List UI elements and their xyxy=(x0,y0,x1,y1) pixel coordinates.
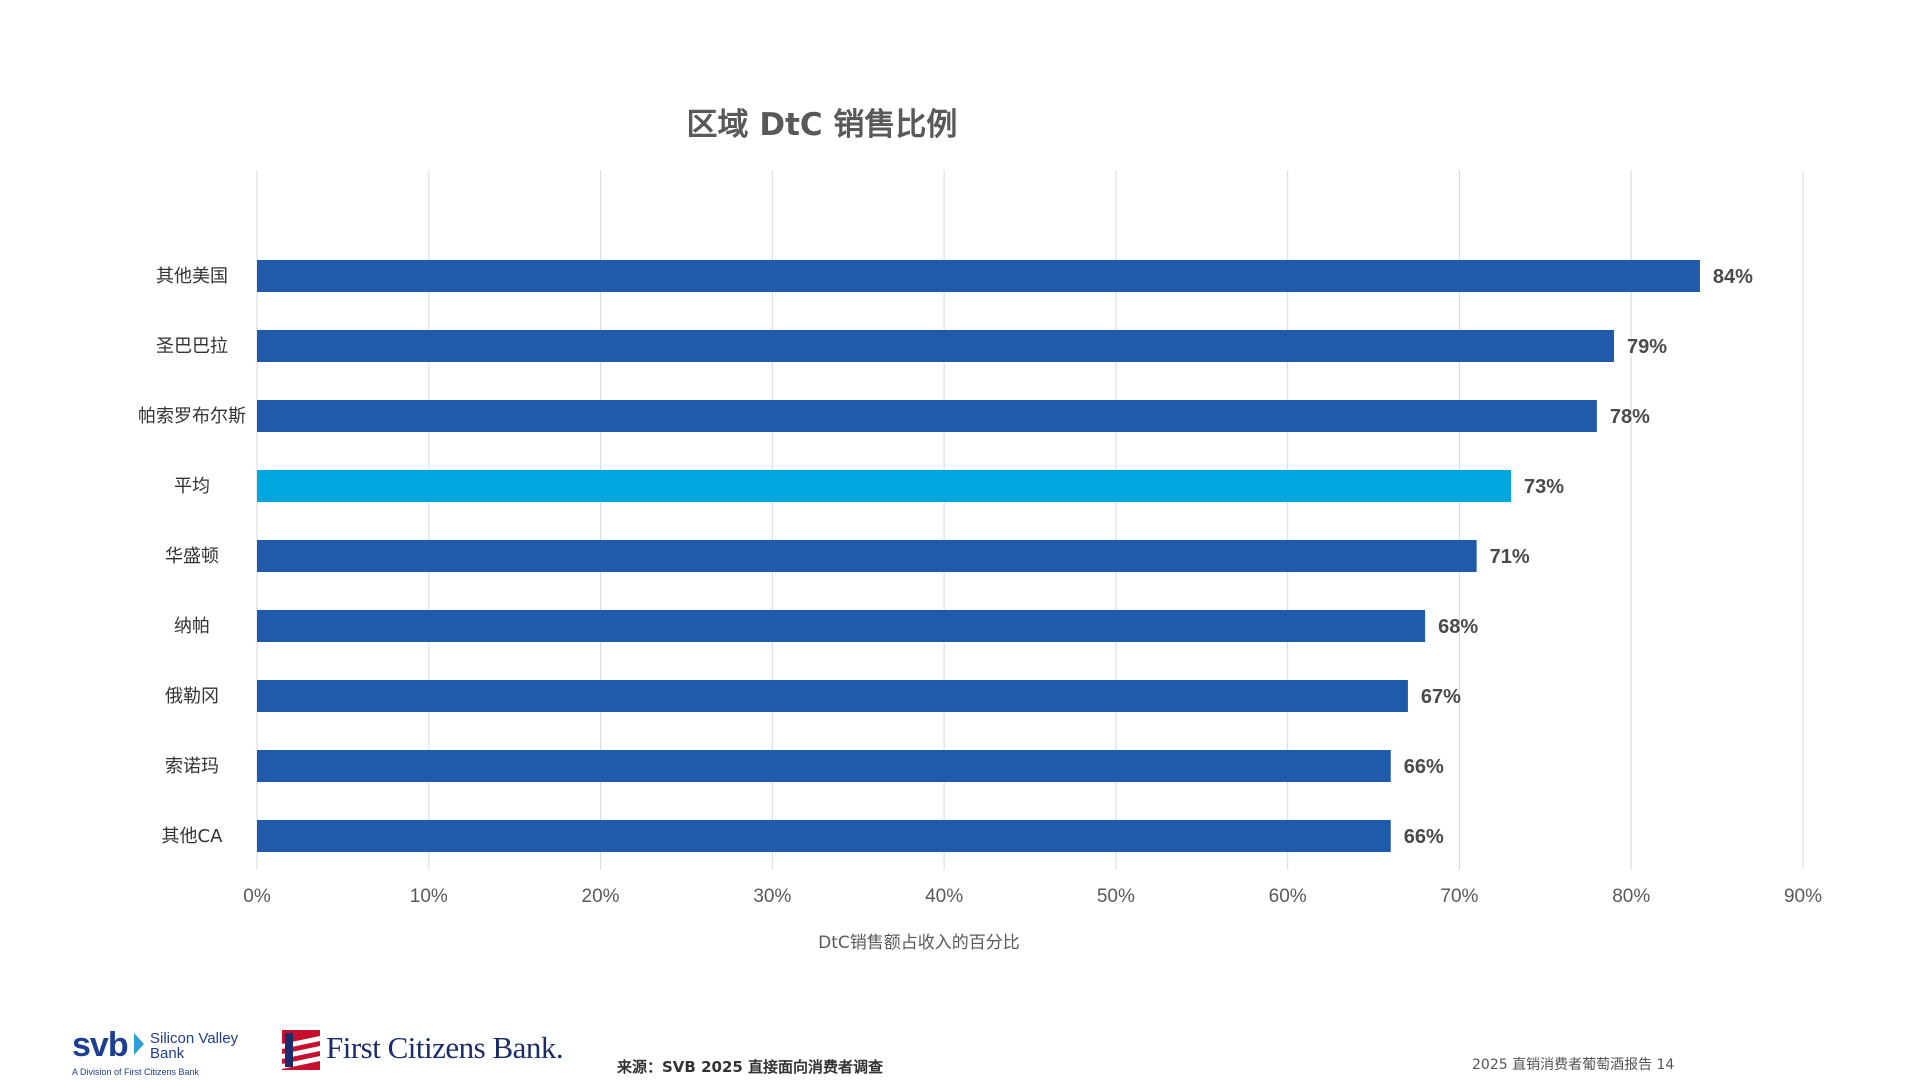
first-citizens-wordmark: First Citizens Bank. xyxy=(326,1030,564,1065)
x-tick-label: 0% xyxy=(243,886,271,907)
bar xyxy=(257,470,1511,502)
x-tick-label: 70% xyxy=(1440,886,1478,907)
category-label: 圣巴巴拉 xyxy=(156,336,228,357)
regional-dtc-bar-chart: 区域 DtC 销售比例 0% 10% 20% 30% 40% 50% 60% 70% 80% 90… xyxy=(138,107,1822,953)
bar xyxy=(257,260,1700,292)
bar xyxy=(257,540,1477,572)
x-tick-label: 40% xyxy=(925,886,963,907)
first-citizens-flag-icon xyxy=(282,1030,320,1070)
category-label: 平均 xyxy=(174,476,210,497)
chart-title: 区域 DtC 销售比例 xyxy=(687,107,958,143)
bar xyxy=(257,680,1408,712)
x-tick-label: 30% xyxy=(753,886,791,907)
value-label: 68% xyxy=(1438,616,1478,638)
value-label: 78% xyxy=(1610,406,1650,428)
category-label: 帕索罗布尔斯 xyxy=(138,406,246,427)
bar xyxy=(257,400,1597,432)
first-citizens-logo: First Citizens Bank. xyxy=(282,1027,582,1075)
x-tick-label: 90% xyxy=(1784,886,1822,907)
value-label: 66% xyxy=(1404,756,1444,778)
category-label: 其他CA xyxy=(162,826,224,847)
svb-wordmark: svb xyxy=(72,1026,129,1064)
labels: 0% 10% 20% 30% 40% 50% 60% 70% 80% 90% 其他美国 84% 圣巴巴拉… xyxy=(138,266,1822,907)
bar xyxy=(257,330,1615,362)
x-tick-label: 20% xyxy=(582,886,620,907)
svb-chevron-icon xyxy=(134,1033,144,1055)
value-label: 67% xyxy=(1421,686,1461,708)
svb-logo: svb Silicon Valley Bank A Division of Fi… xyxy=(72,1025,247,1080)
category-label: 俄勒冈 xyxy=(165,686,219,707)
category-label: 其他美国 xyxy=(156,266,228,287)
page-footer-note: 2025 直销消费者葡萄酒报告 14 xyxy=(1472,1057,1675,1073)
x-tick-label: 80% xyxy=(1612,886,1650,907)
value-label: 66% xyxy=(1404,826,1444,848)
category-label: 华盛顿 xyxy=(165,546,219,567)
bar xyxy=(257,820,1391,852)
bar xyxy=(257,610,1426,642)
x-tick-label: 60% xyxy=(1269,886,1307,907)
bar xyxy=(257,750,1391,782)
svb-bank-name: Silicon Valley Bank xyxy=(150,1031,250,1061)
category-label: 纳帕 xyxy=(174,616,210,637)
value-label: 73% xyxy=(1524,476,1564,498)
svb-division-text: A Division of First Citizens Bank xyxy=(72,1067,200,1077)
value-label: 71% xyxy=(1490,546,1530,568)
x-axis-title: DtC销售额占收入的百分比 xyxy=(818,933,1020,953)
category-label: 索诺玛 xyxy=(165,756,219,777)
x-tick-label: 10% xyxy=(410,886,448,907)
x-tick-label: 50% xyxy=(1097,886,1135,907)
svb-bank-name-line2: Bank xyxy=(150,1045,185,1062)
source-note: 来源：SVB 2025 直接面向消费者调查 xyxy=(617,1058,884,1076)
value-label: 84% xyxy=(1713,266,1753,288)
svb-bank-name-line1: Silicon Valley xyxy=(150,1030,239,1047)
bars xyxy=(257,260,1700,852)
value-label: 79% xyxy=(1627,336,1667,358)
